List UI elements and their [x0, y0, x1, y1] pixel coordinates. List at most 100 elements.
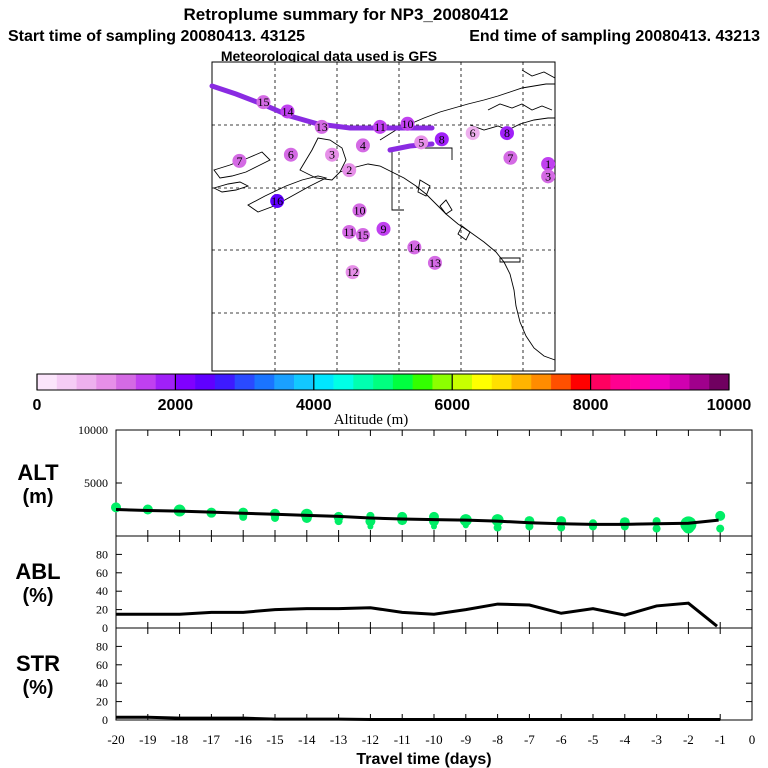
alt-point	[462, 522, 469, 529]
map-point: 12	[345, 265, 360, 280]
map-point-label: 8	[504, 126, 510, 140]
y-tick-label: 5000	[84, 476, 108, 490]
colorbar-cell	[630, 374, 651, 390]
map-point: 15	[256, 95, 271, 110]
colorbar-cell	[214, 374, 236, 390]
alt-point	[652, 524, 661, 533]
colorbar-cell	[353, 374, 374, 390]
abl-series-line	[116, 601, 718, 628]
panel-unit: (%)	[22, 677, 53, 699]
x-tick-label: -19	[139, 732, 156, 747]
map-point: 5	[414, 135, 429, 150]
map-point: 10	[352, 203, 367, 218]
map-point: 6	[465, 126, 480, 141]
map-point-marker	[400, 116, 415, 131]
map-point-marker	[283, 147, 298, 162]
str-series-line	[116, 715, 721, 722]
colorbar-cell	[570, 374, 591, 390]
colorbar-cell	[254, 374, 275, 390]
altitude-colorbar: 0 2000 4000 6000 8000 10000 Altitude (m)	[33, 373, 751, 428]
map-point-label: 12	[347, 265, 359, 279]
x-tick-label: 0	[749, 732, 756, 747]
alt-point	[239, 512, 248, 521]
map-point-marker	[465, 126, 480, 141]
colorbar-cell	[56, 374, 77, 390]
panel-unit: (m)	[22, 486, 53, 508]
map-point-label: 7	[507, 151, 513, 165]
colorbar-cell	[709, 374, 730, 390]
x-tick-label: -5	[588, 732, 599, 747]
colorbar-cell	[452, 374, 473, 390]
x-tick-label: -11	[394, 732, 411, 747]
x-tick-label: -1	[715, 732, 726, 747]
map-point: 14	[407, 240, 422, 255]
map-point-marker	[342, 224, 357, 239]
map-point: 1	[541, 156, 556, 171]
colorbar-cell	[531, 374, 552, 390]
map-point: 3	[541, 169, 556, 184]
map-point-label: 10	[402, 117, 414, 131]
y-tick-label: 0	[102, 713, 108, 727]
x-tick-label: -18	[171, 732, 188, 747]
panel-label: STR	[16, 651, 60, 676]
panel-alt: 10000 5000 ALT(m)	[17, 423, 753, 537]
x-tick-label: -4	[619, 732, 630, 747]
colorbar-cell	[155, 374, 176, 390]
map-point-marker	[352, 203, 367, 218]
panel-frame	[115, 627, 753, 721]
map-point: 10	[400, 116, 415, 131]
x-tick-label: -12	[362, 732, 379, 747]
colorbar-cell	[471, 374, 493, 390]
colorbar-cell	[76, 374, 97, 390]
map-point: 4	[355, 138, 370, 153]
start-time-text: Start time of sampling 20080413. 43125	[8, 28, 305, 45]
y-tick-label: 0	[102, 621, 108, 635]
colorbar-cell	[37, 374, 58, 390]
map-point-marker	[434, 132, 449, 147]
x-tick-label: -17	[203, 732, 221, 747]
colorbar-cells	[37, 374, 730, 390]
y-tick-label: 40	[96, 676, 108, 690]
colorbar-cell	[175, 374, 196, 390]
colorbar-cell	[412, 374, 433, 390]
alt-mean-line	[115, 508, 719, 526]
colorbar-cell	[392, 374, 413, 390]
map-point-marker	[355, 138, 370, 153]
map-point-marker	[270, 194, 285, 209]
map-point-marker	[314, 119, 329, 134]
colorbar-cell	[610, 374, 631, 390]
map-point-label: 13	[316, 120, 328, 134]
map-point-marker	[414, 135, 429, 150]
map-point: 6	[283, 147, 298, 162]
colorbar-tick-label: 2000	[158, 397, 194, 414]
y-tick-label: 60	[96, 658, 108, 672]
x-tick-label: -10	[425, 732, 442, 747]
alt-point	[525, 522, 534, 531]
map-point-label: 10	[353, 203, 365, 217]
y-tick-label: 20	[96, 603, 108, 617]
panel-abl: 80 60 40 20 0 ABL(%)	[15, 535, 753, 635]
map-point-marker	[541, 156, 556, 171]
colorbar-tick-label: 4000	[296, 397, 332, 414]
y-tick-label: 10000	[78, 423, 108, 437]
alt-point	[367, 523, 374, 530]
map-point: 16	[270, 194, 285, 209]
map-point-label: 5	[418, 135, 424, 149]
map-point: 14	[280, 104, 295, 119]
x-tick-label: -6	[556, 732, 567, 747]
map-point-marker	[376, 221, 391, 236]
map-point-marker	[280, 104, 295, 119]
colorbar-tick-label: 8000	[573, 397, 609, 414]
colorbar-cell	[234, 374, 255, 390]
map-point-label: 15	[357, 228, 369, 242]
x-tick-label: -9	[460, 732, 471, 747]
map-point-marker	[427, 255, 442, 270]
map-point-label: 7	[236, 154, 242, 168]
y-tick-label: 60	[96, 566, 108, 580]
map-frame	[211, 61, 556, 372]
map-point: 7	[503, 150, 518, 165]
map-point-label: 4	[360, 138, 366, 152]
